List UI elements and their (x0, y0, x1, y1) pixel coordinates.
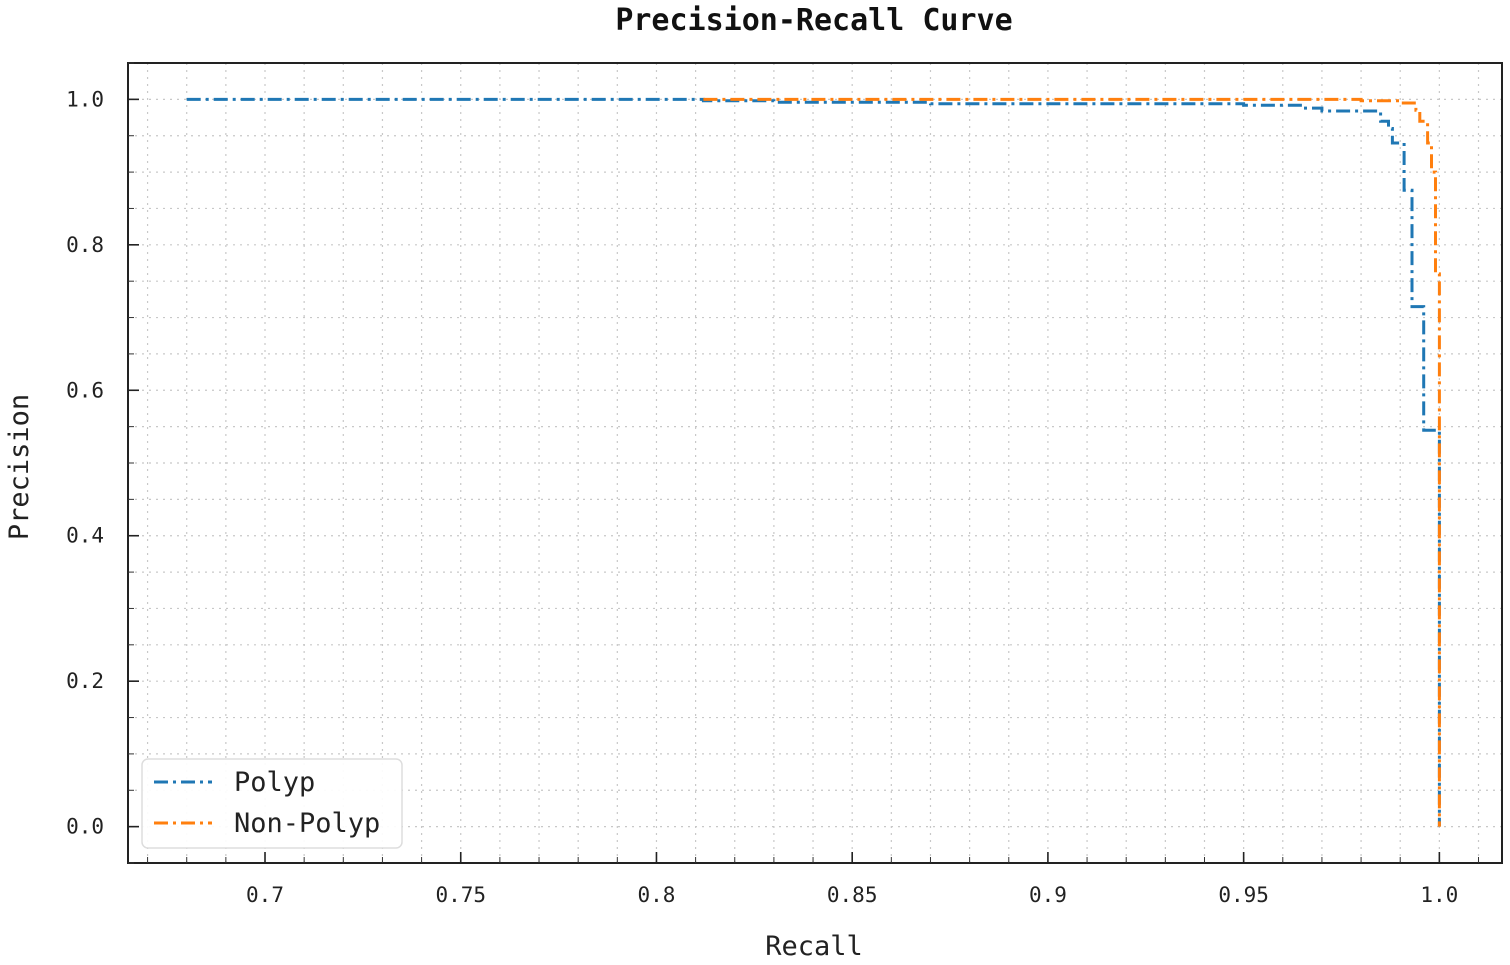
series-line-non-polyp (703, 97, 1441, 827)
x-tick-label: 0.7 (246, 883, 284, 907)
y-tick-label: 0.0 (66, 815, 104, 839)
legend-label-polyp: Polyp (234, 767, 315, 798)
x-tick-label: 0.85 (827, 883, 878, 907)
y-axis-label: Precision (4, 394, 35, 540)
y-tick-label: 0.2 (66, 669, 104, 693)
axis-ticks: 0.7 0.75 0.8 0.85 0.9 0.95 1.0 0.0 0.2 0.4 0.6 0.8 1… (66, 62, 1480, 907)
legend: Polyp Non-Polyp (141, 758, 403, 849)
legend-box (141, 758, 403, 849)
y-tick-label: 0.4 (66, 524, 104, 548)
x-tick-label: 0.95 (1218, 883, 1269, 907)
x-tick-label: 0.9 (1029, 883, 1067, 907)
series-line-polyp (186, 97, 1441, 827)
chart-title: Precision-Recall Curve (615, 3, 1012, 38)
legend-label-non-polyp: Non-Polyp (234, 808, 380, 839)
y-tick-label: 0.6 (66, 378, 104, 402)
y-tick-label: 1.0 (66, 87, 104, 111)
x-tick-label: 1.0 (1420, 883, 1458, 907)
grid-lines (128, 62, 1502, 864)
x-tick-label: 0.8 (637, 883, 675, 907)
x-axis-label: Recall (765, 931, 863, 962)
series-lines (186, 97, 1441, 827)
y-tick-label: 0.8 (66, 233, 104, 257)
x-tick-label: 0.75 (435, 883, 486, 907)
